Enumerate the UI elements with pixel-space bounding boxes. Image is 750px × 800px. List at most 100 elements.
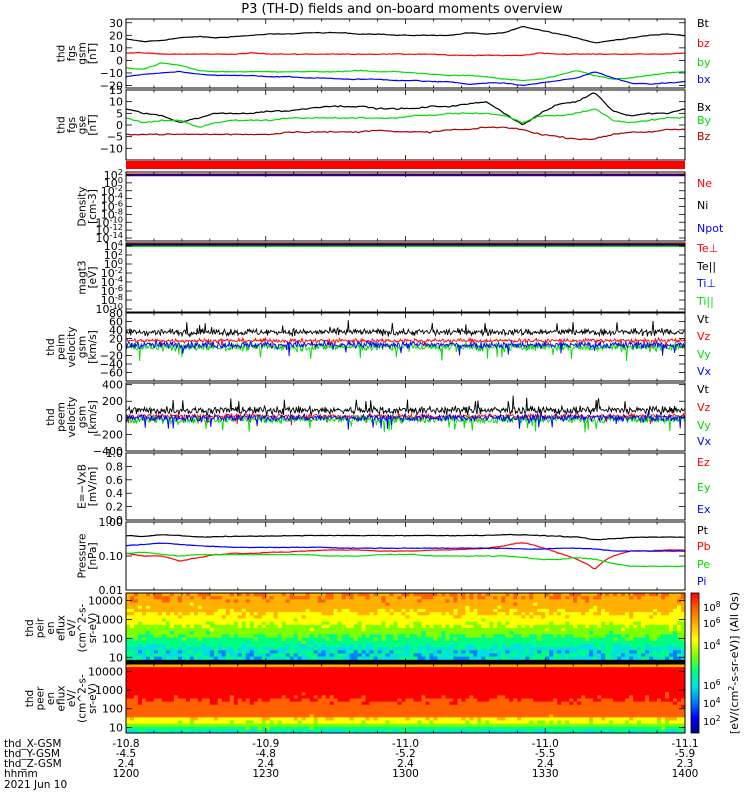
spectrogram-cell	[481, 602, 486, 607]
spectrogram-cell	[126, 643, 131, 648]
spectrogram-cell	[445, 628, 451, 632]
spectrogram-cell	[441, 640, 447, 645]
spectrogram-cell	[201, 695, 207, 700]
spectrogram-cell	[357, 612, 363, 616]
spectrogram-cell	[285, 670, 291, 675]
spectrogram-cell	[193, 631, 199, 635]
spectrogram-cell	[609, 599, 614, 604]
spectrogram-cell	[165, 689, 171, 693]
spectrogram-cell	[225, 656, 231, 661]
spectrogram-cell	[413, 615, 419, 620]
y-tick-label: 30	[109, 17, 123, 30]
spectrogram-cell	[169, 707, 175, 712]
spectrogram-cell	[165, 653, 171, 658]
spectrogram-cell	[177, 726, 183, 731]
spectrogram-cell	[569, 605, 574, 610]
spectrogram-cell	[325, 673, 331, 678]
spectrogram-cell	[533, 599, 538, 604]
spectrogram-cell	[393, 628, 399, 632]
spectrogram-cell	[421, 596, 427, 600]
spectrogram-cell	[681, 628, 685, 632]
spectrogram-cell	[373, 618, 379, 623]
spectrogram-cell	[165, 631, 171, 635]
spectrogram-cell	[301, 599, 307, 604]
spectrogram-cell	[297, 717, 303, 722]
spectrogram-cell	[317, 631, 323, 635]
spectrogram-cell	[345, 596, 351, 600]
spectrogram-cell	[565, 596, 570, 600]
spectrogram-cell	[277, 615, 283, 620]
spectrogram-cell	[181, 723, 187, 728]
spectrogram-cell	[133, 650, 139, 655]
spectrogram-cell	[437, 618, 443, 623]
spectrogram-cell	[145, 664, 151, 668]
spectrogram-cell	[177, 647, 183, 651]
spectrogram-cell	[681, 637, 685, 642]
spectrogram-cell	[273, 628, 279, 632]
spectrogram-cell	[245, 689, 251, 693]
spectrogram-cell	[173, 698, 179, 703]
spectrogram-cell	[293, 689, 299, 693]
spectrogram-cell	[233, 643, 239, 648]
spectrogram-cell	[573, 596, 578, 600]
spectrogram-cell	[397, 637, 403, 642]
spectrogram-cell	[149, 602, 155, 607]
spectrogram-cell	[249, 676, 255, 681]
spectrogram-cell	[513, 643, 518, 648]
spectrogram-cell	[469, 656, 474, 661]
spectrogram-cell	[561, 653, 566, 658]
spectrogram-cell	[293, 682, 299, 687]
spectrogram-cell	[169, 643, 175, 648]
spectrogram-cell	[377, 643, 383, 648]
spectrogram-cell	[209, 643, 215, 648]
spectrogram-cell	[145, 599, 151, 604]
spectrogram-cell	[181, 704, 187, 709]
spectrogram-cell	[649, 612, 654, 616]
spectrogram-cell	[673, 647, 678, 651]
spectrogram-cell	[529, 656, 534, 661]
spectrogram-cell	[353, 647, 359, 651]
spectrogram-cell	[173, 621, 179, 626]
spectrogram-cell	[249, 723, 255, 728]
spectrogram-cell	[377, 653, 383, 658]
spectrogram-cell	[573, 624, 578, 629]
spectrogram-cell	[137, 656, 143, 661]
spectrogram-cell	[565, 608, 570, 613]
spectrogram-cell	[325, 667, 331, 671]
spectrogram-cell	[561, 640, 566, 645]
spectrogram-cell	[361, 612, 367, 616]
spectrogram-cell	[257, 653, 263, 658]
spectrogram-cell	[501, 631, 506, 635]
spectrogram-cell	[189, 602, 195, 607]
spectrogram-cell	[221, 717, 227, 722]
spectrogram-cell	[325, 599, 331, 604]
spectrogram-cell	[269, 667, 275, 671]
spectrogram-cell	[633, 640, 638, 645]
spectrogram-cell	[126, 631, 131, 635]
spectrogram-cell	[281, 599, 287, 604]
spectrogram-cell	[549, 599, 554, 604]
spectrogram-cell	[233, 714, 239, 718]
spectrogram-cell	[401, 653, 407, 658]
spectrogram-cell	[517, 643, 522, 648]
spectrogram-cell	[197, 707, 203, 712]
spectrogram-cell	[185, 618, 191, 623]
spectrogram-cell	[381, 608, 387, 613]
spectrogram-cell	[309, 653, 315, 658]
spectrogram-cell	[581, 602, 586, 607]
spectrogram-cell	[453, 628, 458, 632]
spectrogram-cell	[397, 643, 403, 648]
spectrogram-cell	[665, 647, 670, 651]
spectrogram-cell	[145, 653, 151, 658]
spectrogram-cell	[545, 643, 550, 648]
spectrogram-cell	[297, 618, 303, 623]
spectrogram-cell	[469, 653, 474, 658]
spectrogram-cell	[137, 682, 143, 687]
spectrogram-cell	[641, 634, 646, 639]
spectrogram-cell	[569, 650, 574, 655]
spectrogram-cell	[309, 628, 315, 632]
spectrogram-cell	[245, 612, 251, 616]
spectrogram-cell	[141, 653, 147, 658]
spectrogram-cell	[297, 676, 303, 681]
spectrogram-cell	[141, 698, 147, 703]
